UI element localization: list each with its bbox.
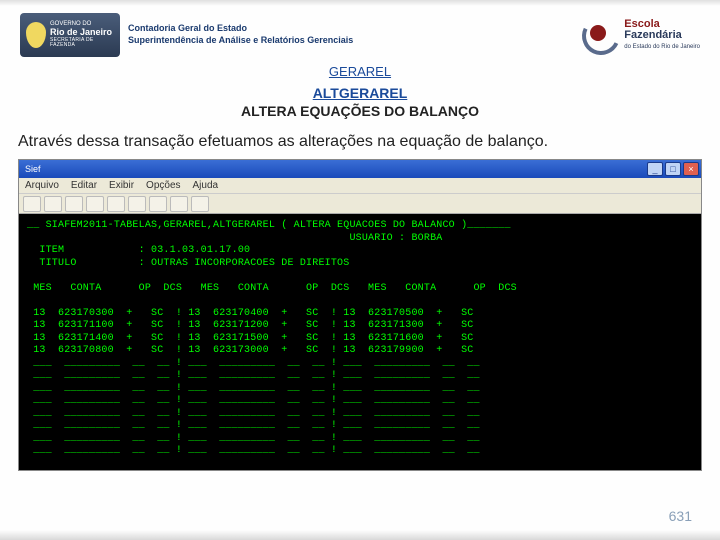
terminal-window: Sief _ □ × Arquivo Editar Exibir Opções … xyxy=(18,159,702,471)
toolbar-button[interactable] xyxy=(86,196,104,212)
menu-item[interactable]: Arquivo xyxy=(25,180,59,191)
toolbar-button[interactable] xyxy=(65,196,83,212)
toolbar-button[interactable] xyxy=(149,196,167,212)
maximize-button[interactable]: □ xyxy=(665,162,681,176)
page-number: 631 xyxy=(669,508,692,524)
dept-titles: Contadoria Geral do Estado Superintendên… xyxy=(128,23,353,46)
header-left: GOVERNO DO Rio de Janeiro SECRETARIA DE … xyxy=(20,13,353,57)
terminal-screen: __ SIAFEM2011-TABELAS,GERAREL,ALTGERAREL… xyxy=(19,214,701,470)
slide-header: GOVERNO DO Rio de Janeiro SECRETARIA DE … xyxy=(0,6,720,62)
escola-logo: Escola Fazendária do Estado do Rio de Ja… xyxy=(582,17,700,53)
toolbar-button[interactable] xyxy=(44,196,62,212)
menu-item[interactable]: Ajuda xyxy=(193,180,219,191)
window-title: Sief xyxy=(25,164,41,174)
gov-line3: SECRETARIA DE FAZENDA xyxy=(50,38,114,49)
escola-icon xyxy=(582,17,618,53)
minimize-button[interactable]: _ xyxy=(647,162,663,176)
link-altgerarel[interactable]: ALTGERAREL xyxy=(0,85,720,101)
toolbar-button[interactable] xyxy=(128,196,146,212)
escola-l2: Fazendária xyxy=(624,29,681,41)
menu-item[interactable]: Opções xyxy=(146,180,180,191)
toolbar-button[interactable] xyxy=(191,196,209,212)
toolbar-button[interactable] xyxy=(170,196,188,212)
link-gerarel[interactable]: GERAREL xyxy=(0,64,720,79)
window-toolbar xyxy=(19,194,701,214)
menu-item[interactable]: Exibir xyxy=(109,180,134,191)
shield-icon xyxy=(26,22,46,48)
close-button[interactable]: × xyxy=(683,162,699,176)
dept-line2: Superintendência de Análise e Relatórios… xyxy=(128,35,353,47)
gov-logo: GOVERNO DO Rio de Janeiro SECRETARIA DE … xyxy=(20,13,120,57)
header-right: Escola Fazendária do Estado do Rio de Ja… xyxy=(582,17,700,53)
dept-line1: Contadoria Geral do Estado xyxy=(128,23,353,35)
escola-l3: do Estado do Rio de Janeiro xyxy=(624,44,700,50)
toolbar-button[interactable] xyxy=(23,196,41,212)
body-paragraph: Através dessa transação efetuamos as alt… xyxy=(0,119,720,159)
window-menubar: Arquivo Editar Exibir Opções Ajuda xyxy=(19,178,701,194)
window-titlebar: Sief _ □ × xyxy=(19,160,701,178)
menu-item[interactable]: Editar xyxy=(71,180,97,191)
subtitle: ALTERA EQUAÇÕES DO BALANÇO xyxy=(0,103,720,119)
toolbar-button[interactable] xyxy=(107,196,125,212)
